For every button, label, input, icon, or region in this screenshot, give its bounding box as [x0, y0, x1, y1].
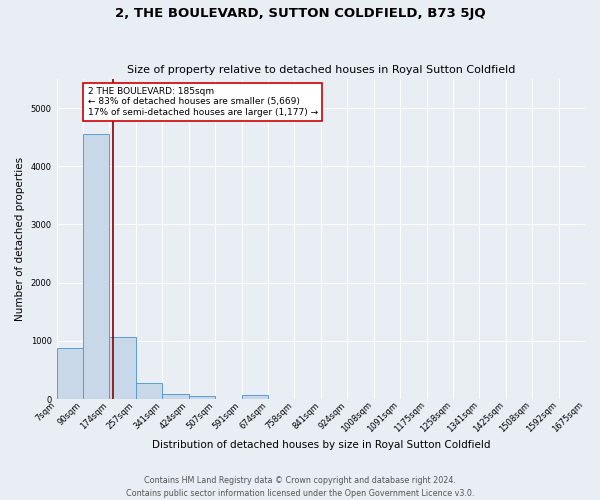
Text: 2 THE BOULEVARD: 185sqm
← 83% of detached houses are smaller (5,669)
17% of semi: 2 THE BOULEVARD: 185sqm ← 83% of detache…: [88, 87, 318, 117]
Y-axis label: Number of detached properties: Number of detached properties: [15, 157, 25, 321]
Title: Size of property relative to detached houses in Royal Sutton Coldfield: Size of property relative to detached ho…: [127, 66, 515, 76]
Bar: [242, 395, 268, 399]
Bar: [188, 396, 215, 399]
Text: 2, THE BOULEVARD, SUTTON COLDFIELD, B73 5JQ: 2, THE BOULEVARD, SUTTON COLDFIELD, B73 …: [115, 8, 485, 20]
Bar: [56, 348, 83, 399]
Bar: [136, 383, 163, 399]
X-axis label: Distribution of detached houses by size in Royal Sutton Coldfield: Distribution of detached houses by size …: [152, 440, 490, 450]
Text: Contains HM Land Registry data © Crown copyright and database right 2024.
Contai: Contains HM Land Registry data © Crown c…: [126, 476, 474, 498]
Bar: [109, 338, 136, 399]
Bar: [163, 394, 188, 399]
Bar: [83, 134, 109, 399]
